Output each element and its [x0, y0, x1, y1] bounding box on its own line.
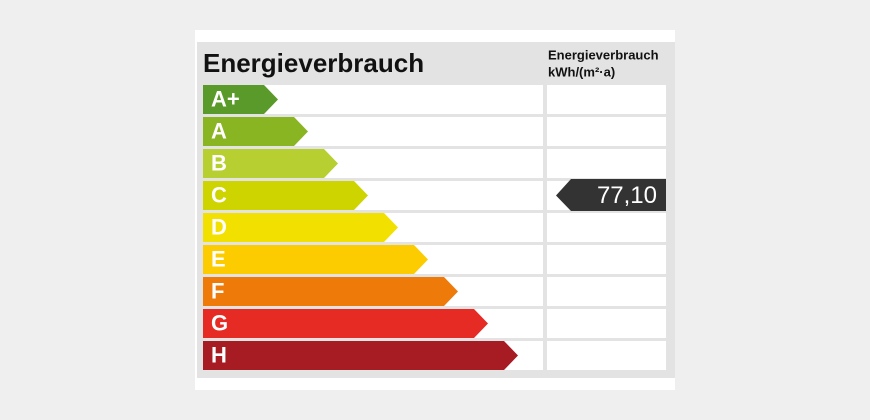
class-label: B — [211, 150, 227, 175]
class-label: E — [211, 246, 226, 271]
value-cell — [547, 117, 666, 146]
class-arrow — [203, 245, 428, 274]
class-arrow — [203, 277, 458, 306]
class-arrow — [203, 149, 338, 178]
class-arrow — [203, 213, 398, 242]
value-cell — [547, 149, 666, 178]
class-label: A+ — [211, 86, 240, 111]
class-label: D — [211, 214, 227, 239]
class-label: H — [211, 342, 227, 367]
value-cell — [547, 245, 666, 274]
class-arrow — [203, 85, 278, 114]
class-arrow — [203, 117, 308, 146]
class-label: F — [211, 278, 224, 303]
value-cell — [547, 309, 666, 338]
class-label: G — [211, 310, 228, 335]
value-cell — [547, 213, 666, 242]
class-label: A — [211, 118, 227, 143]
value-cell — [547, 85, 666, 114]
value-cell — [547, 277, 666, 306]
class-label: C — [211, 182, 227, 207]
title: Energieverbrauch — [203, 48, 424, 78]
value-cell — [547, 341, 666, 370]
class-arrow — [203, 341, 518, 370]
column-title: Energieverbrauch — [548, 47, 659, 62]
rating-value: 77,10 — [597, 182, 657, 209]
class-arrow — [203, 309, 488, 338]
rating-marker — [556, 179, 666, 211]
column-unit: kWh/(m²·a) — [548, 64, 615, 79]
class-arrow — [203, 181, 368, 210]
